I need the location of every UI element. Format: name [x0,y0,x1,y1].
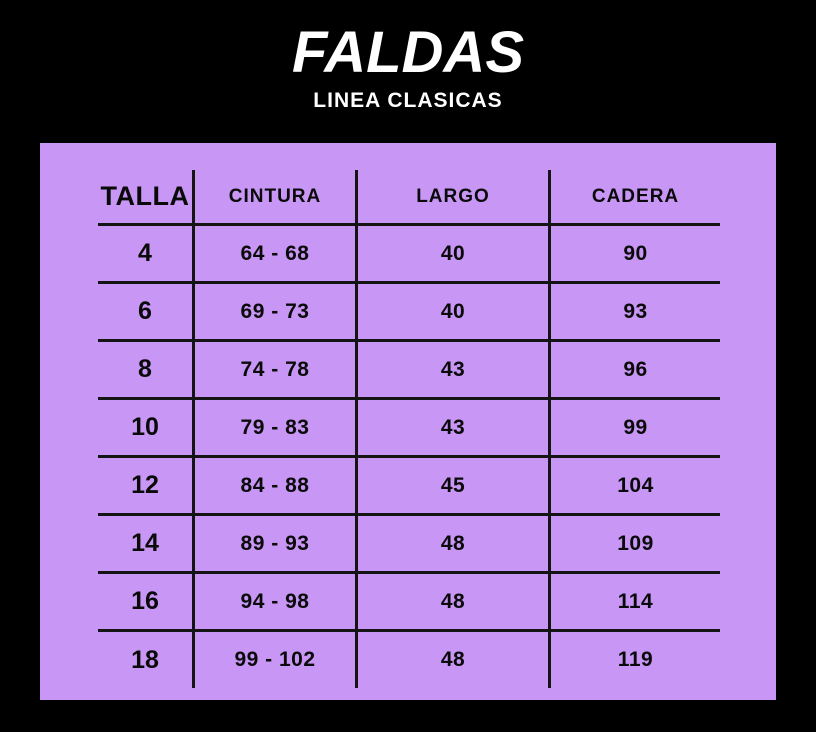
table-cell-cadera: 99 [551,400,720,458]
table-cell-talla: 10 [98,400,195,458]
table-cell-largo: 43 [358,342,551,400]
table-cell-cintura: 94 - 98 [195,574,358,632]
table-cell-largo: 48 [358,632,551,688]
table-cell-cintura: 84 - 88 [195,458,358,516]
size-table: TALLA CINTURA LARGO CADERA 4 64 - 68 40 … [98,170,720,688]
column-header-largo: LARGO [358,170,551,226]
table-cell-talla: 16 [98,574,195,632]
table-cell-cadera: 90 [551,226,720,284]
column-header-cadera: CADERA [551,170,720,226]
table-cell-talla: 6 [98,284,195,342]
table-cell-cintura: 79 - 83 [195,400,358,458]
page-title: FALDAS [292,20,524,85]
table-cell-largo: 40 [358,284,551,342]
page-header: FALDAS LINEA CLASICAS [0,0,816,113]
table-cell-cintura: 74 - 78 [195,342,358,400]
table-cell-cintura: 89 - 93 [195,516,358,574]
column-header-cintura: CINTURA [195,170,358,226]
table-cell-cadera: 96 [551,342,720,400]
size-chart-panel: TALLA CINTURA LARGO CADERA 4 64 - 68 40 … [40,143,776,700]
table-cell-cadera: 109 [551,516,720,574]
table-cell-cintura: 69 - 73 [195,284,358,342]
table-cell-cintura: 64 - 68 [195,226,358,284]
table-cell-talla: 12 [98,458,195,516]
table-cell-largo: 48 [358,574,551,632]
table-cell-largo: 45 [358,458,551,516]
table-cell-largo: 43 [358,400,551,458]
column-header-talla: TALLA [98,170,195,226]
table-cell-cadera: 93 [551,284,720,342]
table-cell-talla: 4 [98,226,195,284]
table-cell-talla: 18 [98,632,195,688]
table-cell-cadera: 114 [551,574,720,632]
table-cell-talla: 8 [98,342,195,400]
table-cell-largo: 48 [358,516,551,574]
table-cell-cadera: 119 [617,648,654,671]
table-cell-cadera: 104 [551,458,720,516]
table-cell-largo: 40 [358,226,551,284]
table-cell-talla: 14 [98,516,195,574]
table-cell-cintura: 99 - 102 [195,632,358,688]
page-subtitle: LINEA CLASICAS [313,89,503,112]
